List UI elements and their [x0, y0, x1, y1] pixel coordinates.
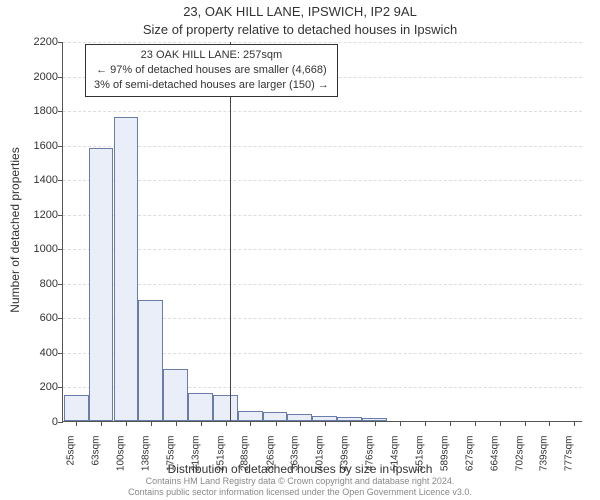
- footer-attribution: Contains HM Land Registry data © Crown c…: [0, 476, 600, 498]
- y-tick: [58, 42, 63, 43]
- histogram-bar: [287, 414, 312, 421]
- gridline: [63, 42, 582, 43]
- x-tick-label: 138sqm: [141, 436, 152, 480]
- x-tick-label: 175sqm: [165, 436, 176, 480]
- y-tick: [58, 249, 63, 250]
- x-tick: [250, 421, 251, 426]
- annotation-line-1: 23 OAK HILL LANE: 257sqm: [94, 48, 329, 63]
- x-tick: [574, 421, 575, 426]
- x-tick: [151, 421, 152, 426]
- y-tick: [58, 318, 63, 319]
- x-tick-label: 326sqm: [265, 436, 276, 480]
- chart-subtitle: Size of property relative to detached ho…: [0, 22, 600, 37]
- y-tick: [58, 180, 63, 181]
- x-tick: [450, 421, 451, 426]
- y-tick-label: 2200: [8, 36, 58, 48]
- x-tick-label: 551sqm: [414, 436, 425, 480]
- histogram-bar: [238, 411, 263, 421]
- gridline: [63, 146, 582, 147]
- x-tick-label: 25sqm: [66, 436, 77, 480]
- x-tick-label: 476sqm: [365, 436, 376, 480]
- x-tick-label: 401sqm: [315, 436, 326, 480]
- y-tick: [58, 353, 63, 354]
- gridline: [63, 284, 582, 285]
- marker-line: [230, 42, 231, 421]
- histogram-bar: [114, 117, 139, 421]
- histogram-bar: [89, 148, 114, 421]
- x-tick-label: 213sqm: [190, 436, 201, 480]
- x-tick-label: 589sqm: [439, 436, 450, 480]
- x-tick-label: 739sqm: [539, 436, 550, 480]
- y-tick-label: 2000: [8, 71, 58, 83]
- x-tick: [500, 421, 501, 426]
- x-tick: [201, 421, 202, 426]
- histogram-bar: [163, 369, 188, 421]
- x-tick: [525, 421, 526, 426]
- x-tick: [375, 421, 376, 426]
- y-tick-label: 1200: [8, 209, 58, 221]
- histogram-bar: [64, 395, 89, 421]
- histogram-bar: [213, 395, 238, 421]
- x-tick: [276, 421, 277, 426]
- x-tick: [76, 421, 77, 426]
- x-tick: [226, 421, 227, 426]
- y-tick: [58, 215, 63, 216]
- histogram-bar: [263, 412, 288, 421]
- plot-area: 23 OAK HILL LANE: 257sqm← 97% of detache…: [62, 42, 582, 422]
- x-tick-label: 514sqm: [390, 436, 401, 480]
- gridline: [63, 111, 582, 112]
- x-tick: [325, 421, 326, 426]
- x-tick-label: 63sqm: [91, 436, 102, 480]
- gridline: [63, 215, 582, 216]
- histogram-bar: [337, 417, 362, 421]
- x-tick: [425, 421, 426, 426]
- x-tick-label: 439sqm: [340, 436, 351, 480]
- x-tick-label: 627sqm: [465, 436, 476, 480]
- annotation-box: 23 OAK HILL LANE: 257sqm← 97% of detache…: [85, 44, 338, 97]
- x-tick: [176, 421, 177, 426]
- y-tick: [58, 111, 63, 112]
- y-tick: [58, 284, 63, 285]
- x-tick: [475, 421, 476, 426]
- y-tick: [58, 387, 63, 388]
- x-tick-label: 100sqm: [115, 436, 126, 480]
- x-tick-label: 777sqm: [564, 436, 575, 480]
- y-tick-label: 600: [8, 312, 58, 324]
- y-tick: [58, 77, 63, 78]
- histogram-bar: [138, 300, 163, 421]
- x-tick: [101, 421, 102, 426]
- gridline: [63, 249, 582, 250]
- x-tick-label: 251sqm: [215, 436, 226, 480]
- x-tick-label: 363sqm: [290, 436, 301, 480]
- histogram-bar: [188, 393, 213, 421]
- y-tick-label: 800: [8, 278, 58, 290]
- y-tick-label: 1400: [8, 174, 58, 186]
- y-tick-label: 200: [8, 381, 58, 393]
- x-tick-label: 702sqm: [514, 436, 525, 480]
- chart-container: 23, OAK HILL LANE, IPSWICH, IP2 9AL Size…: [0, 0, 600, 500]
- annotation-line-3: 3% of semi-detached houses are larger (1…: [94, 78, 329, 93]
- x-tick: [300, 421, 301, 426]
- y-tick: [58, 422, 63, 423]
- y-tick-label: 0: [8, 416, 58, 428]
- y-tick-label: 1800: [8, 105, 58, 117]
- footer-line-2: Contains public sector information licen…: [0, 487, 600, 498]
- x-tick-label: 664sqm: [489, 436, 500, 480]
- gridline: [63, 180, 582, 181]
- y-tick: [58, 146, 63, 147]
- x-tick-label: 288sqm: [240, 436, 251, 480]
- x-tick: [549, 421, 550, 426]
- x-tick: [400, 421, 401, 426]
- y-tick-label: 1600: [8, 140, 58, 152]
- x-tick: [126, 421, 127, 426]
- chart-title: 23, OAK HILL LANE, IPSWICH, IP2 9AL: [0, 4, 600, 19]
- x-tick: [350, 421, 351, 426]
- y-tick-label: 400: [8, 347, 58, 359]
- annotation-line-2: ← 97% of detached houses are smaller (4,…: [94, 63, 329, 78]
- y-tick-label: 1000: [8, 243, 58, 255]
